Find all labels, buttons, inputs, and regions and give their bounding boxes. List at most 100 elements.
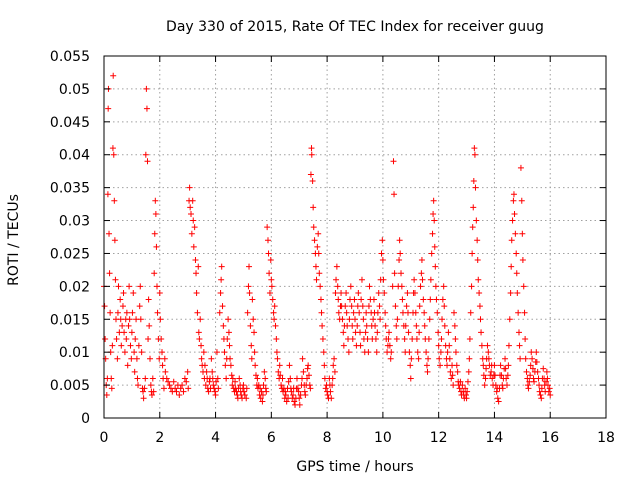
data-point: [308, 145, 315, 152]
data-point: [201, 362, 208, 369]
data-point: [335, 309, 342, 316]
data-point: [271, 303, 278, 310]
data-point: [385, 336, 392, 343]
data-point: [305, 372, 312, 379]
data-point: [406, 349, 413, 356]
data-point: [545, 388, 552, 395]
data-point: [515, 309, 522, 316]
data-point: [421, 309, 428, 316]
data-point: [466, 355, 473, 362]
data-point: [141, 385, 148, 392]
x-tick-label: 2: [155, 430, 164, 446]
data-point: [506, 316, 513, 323]
data-point: [313, 276, 320, 283]
data-point: [160, 385, 167, 392]
data-point: [273, 336, 280, 343]
data-point: [108, 375, 115, 382]
data-point: [257, 395, 264, 402]
data-point: [338, 289, 345, 296]
data-point: [456, 385, 463, 392]
data-point: [540, 365, 547, 372]
data-point: [198, 342, 205, 349]
data-point: [491, 362, 498, 369]
data-point: [478, 329, 485, 336]
data-point: [112, 276, 119, 283]
data-point: [428, 250, 435, 257]
data-point: [143, 105, 150, 112]
x-tick-label: 8: [323, 430, 332, 446]
data-point: [322, 385, 329, 392]
data-point: [516, 342, 523, 349]
data-point: [173, 388, 180, 395]
data-point: [399, 296, 406, 303]
data-point: [251, 329, 258, 336]
data-point: [331, 355, 338, 362]
data-point: [212, 391, 219, 398]
data-point: [389, 283, 396, 290]
data-point: [332, 289, 339, 296]
data-point: [396, 237, 403, 244]
data-point: [108, 385, 115, 392]
data-point: [102, 336, 109, 343]
data-point: [473, 217, 480, 224]
data-point: [180, 388, 187, 395]
data-point: [524, 382, 531, 389]
data-point: [273, 349, 280, 356]
data-point: [345, 349, 352, 356]
data-point: [195, 329, 202, 336]
data-point: [193, 289, 200, 296]
y-tick-label: 0.055: [50, 49, 90, 65]
data-point: [124, 362, 131, 369]
data-point: [304, 365, 311, 372]
data-point: [202, 382, 209, 389]
data-point: [312, 263, 319, 270]
data-point: [283, 398, 290, 405]
data-point: [203, 368, 210, 375]
data-point: [497, 362, 504, 369]
data-point: [162, 368, 169, 375]
data-point: [244, 309, 251, 316]
data-point: [423, 362, 430, 369]
data-point: [266, 270, 273, 277]
data-point: [290, 391, 297, 398]
data-point: [287, 375, 294, 382]
data-point: [464, 378, 471, 385]
data-point: [546, 385, 553, 392]
data-point: [485, 349, 492, 356]
data-point: [529, 355, 536, 362]
data-point: [200, 349, 207, 356]
data-point: [121, 329, 128, 336]
data-point: [246, 263, 253, 270]
data-point: [117, 296, 124, 303]
data-point: [224, 336, 231, 343]
x-tick-label: 16: [541, 430, 559, 446]
data-point: [437, 362, 444, 369]
data-point: [432, 283, 439, 290]
data-point: [299, 355, 306, 362]
data-point: [339, 316, 346, 323]
data-point: [333, 276, 340, 283]
data-point: [229, 382, 236, 389]
data-point: [123, 336, 130, 343]
data-point: [192, 257, 199, 264]
data-point: [457, 378, 464, 385]
data-point: [205, 388, 212, 395]
data-point: [243, 385, 250, 392]
data-point: [533, 359, 540, 366]
data-point: [185, 385, 192, 392]
data-point: [379, 237, 386, 244]
data-point: [378, 250, 385, 257]
data-point: [493, 388, 500, 395]
data-point: [170, 378, 177, 385]
data-point: [161, 355, 168, 362]
data-point: [441, 322, 448, 329]
data-point: [163, 375, 170, 382]
data-point: [134, 375, 141, 382]
data-point: [412, 309, 419, 316]
data-point: [334, 283, 341, 290]
data-point: [127, 342, 134, 349]
data-point: [485, 355, 492, 362]
data-point: [114, 309, 121, 316]
data-point: [523, 368, 530, 375]
